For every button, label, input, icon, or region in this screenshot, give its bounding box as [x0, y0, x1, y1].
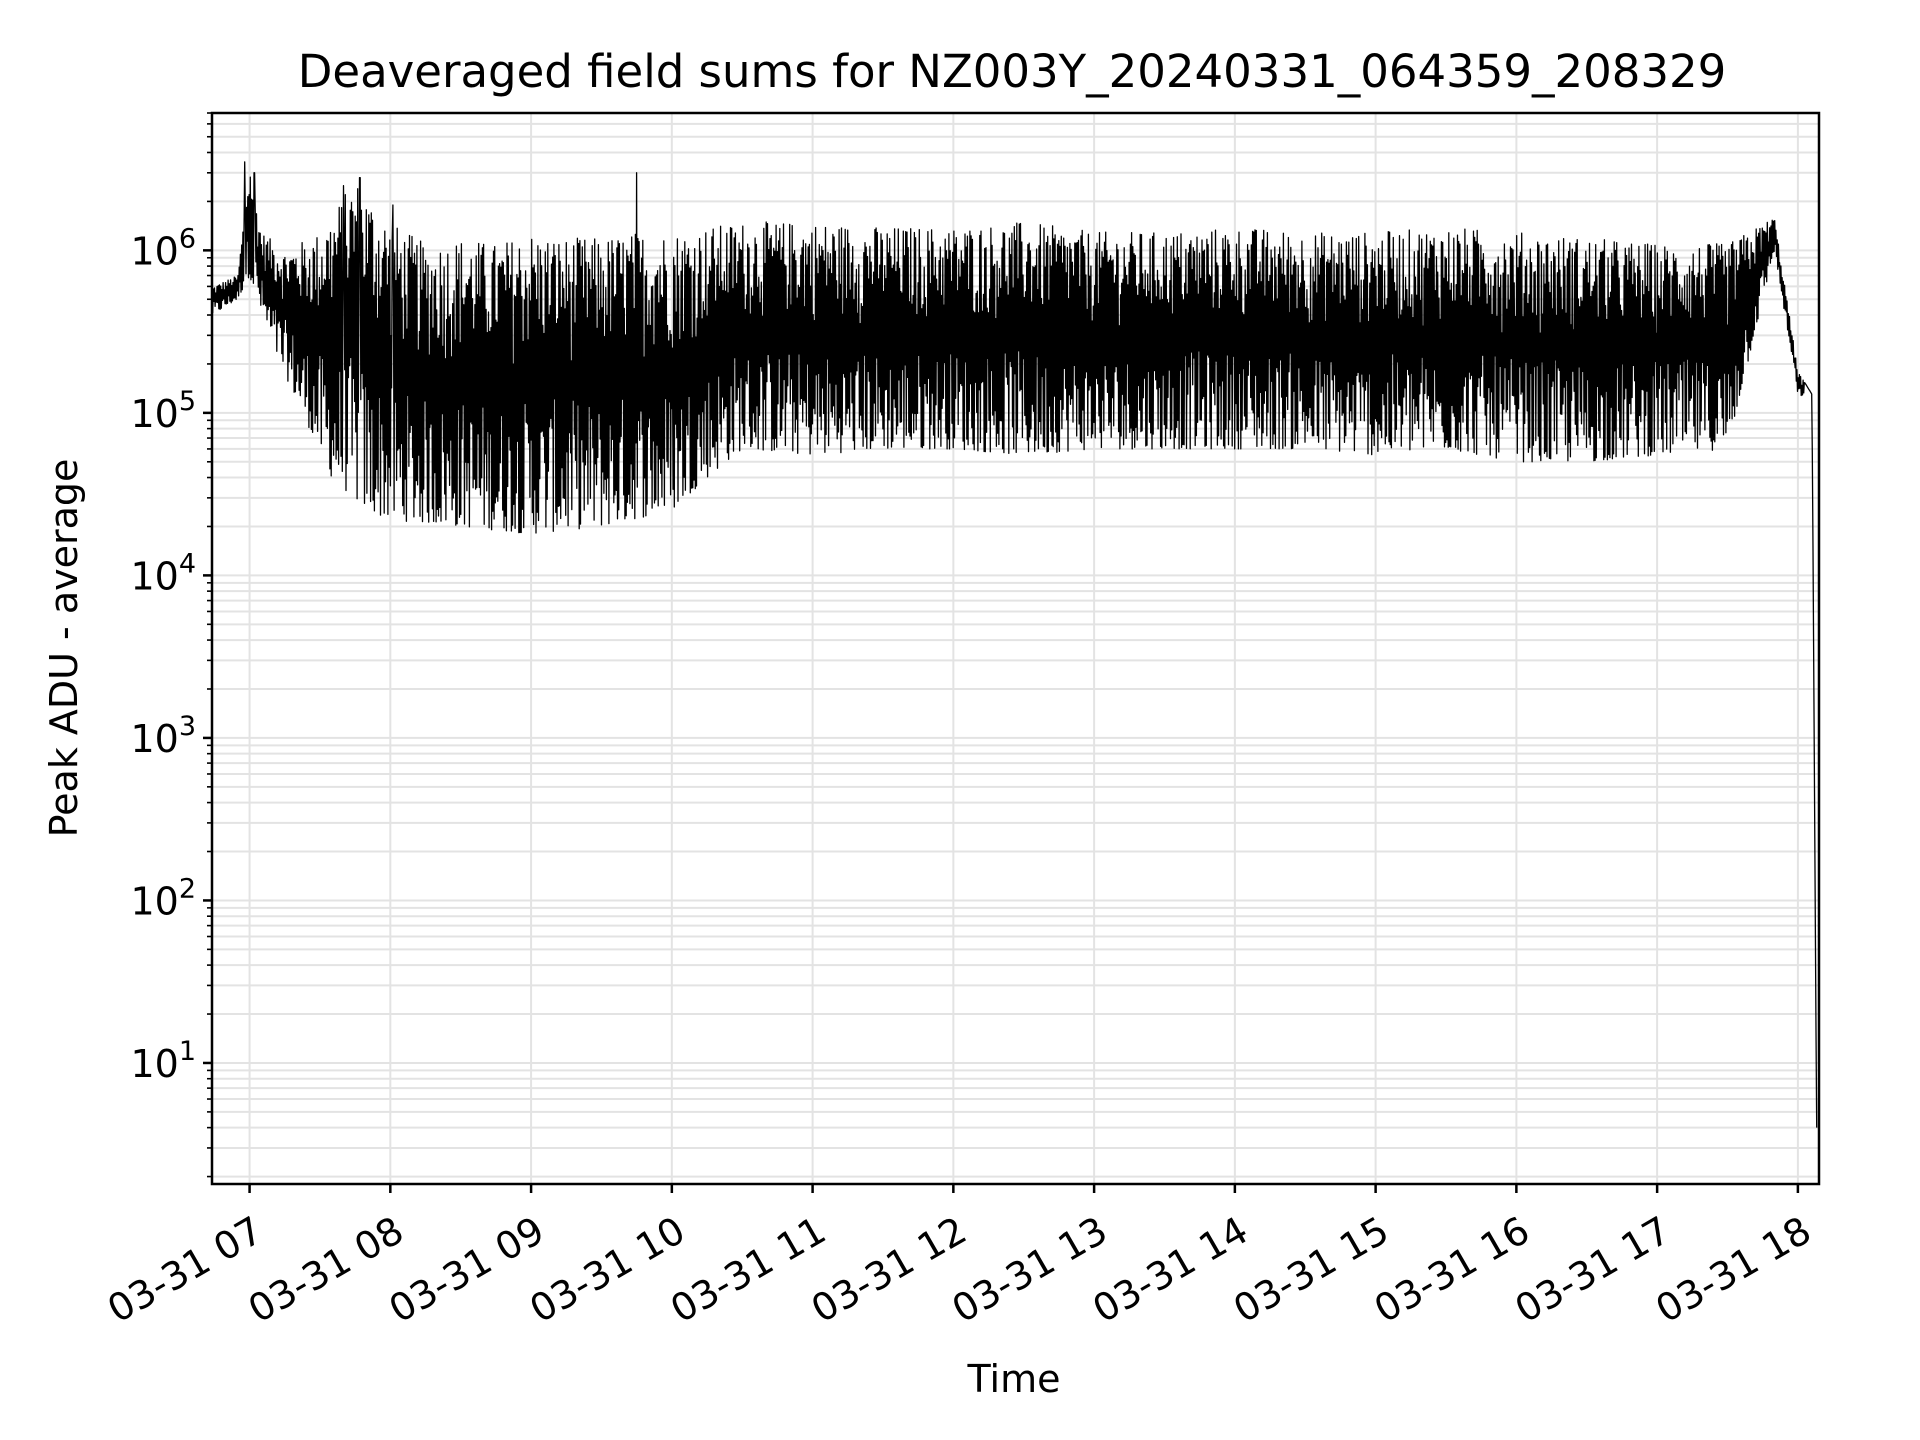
y-tick-label: 105 — [130, 386, 196, 436]
y-tick-label: 104 — [130, 548, 196, 598]
series-line — [211, 161, 1818, 1128]
series-path — [211, 161, 1818, 1128]
y-tick-label: 102 — [130, 873, 196, 923]
y-axis-label: Peak ADU - average — [42, 459, 86, 838]
y-tick-label: 106 — [130, 223, 196, 273]
y-axis: 101 102 103 104 105 106 — [130, 112, 212, 1178]
plot-frame — [210, 111, 1821, 1186]
chart-title: Deaveraged field sums for NZ003Y_2024033… — [298, 45, 1727, 98]
x-axis-label: Time — [967, 1357, 1061, 1401]
y-tick-label: 103 — [130, 711, 196, 761]
y-tick-label: 101 — [130, 1036, 196, 1086]
